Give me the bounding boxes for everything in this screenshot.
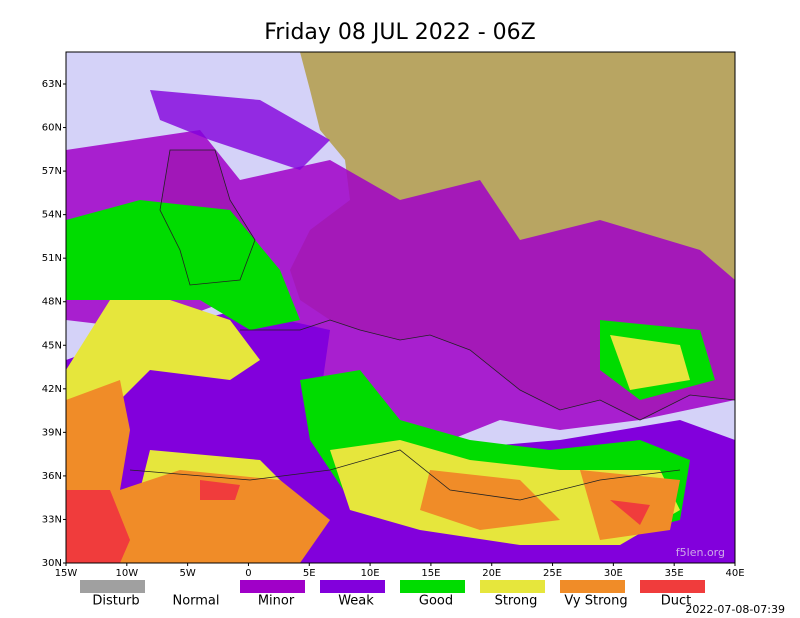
legend-swatch bbox=[320, 580, 385, 593]
legend-label: Minor bbox=[258, 594, 295, 609]
lat-label: 33N bbox=[42, 514, 62, 525]
timestamp: 2022-07-08-07:39 bbox=[685, 603, 785, 616]
lon-label: 25E bbox=[543, 568, 562, 579]
legend-label: Good bbox=[419, 594, 453, 609]
lat-label: 63N bbox=[42, 79, 62, 90]
lon-label: 10E bbox=[361, 568, 380, 579]
title: Friday 08 JUL 2022 - 06Z bbox=[264, 20, 535, 45]
legend-label: Normal bbox=[172, 594, 219, 609]
legend-label: Duct bbox=[661, 594, 692, 609]
legend-swatch bbox=[480, 580, 545, 593]
lon-label: 15E bbox=[421, 568, 440, 579]
lon-label: 5W bbox=[180, 568, 196, 579]
lat-label: 42N bbox=[42, 384, 62, 395]
lon-label: 20E bbox=[482, 568, 501, 579]
lon-label: 30E bbox=[604, 568, 623, 579]
lon-label: 0 bbox=[245, 568, 251, 579]
lon-label: 10W bbox=[116, 568, 139, 579]
legend-label: Disturb bbox=[92, 594, 139, 609]
legend-swatch bbox=[400, 580, 465, 593]
lon-label: 5E bbox=[303, 568, 316, 579]
legend-swatch bbox=[240, 580, 305, 593]
lat-label: 30N bbox=[42, 558, 62, 569]
legend-label: Vy Strong bbox=[564, 594, 627, 609]
map-frame bbox=[65, 51, 736, 564]
map-field bbox=[66, 52, 735, 563]
lat-label: 48N bbox=[42, 297, 62, 308]
legend-label: Weak bbox=[338, 594, 374, 609]
legend-swatch bbox=[640, 580, 705, 593]
lat-label: 57N bbox=[42, 166, 62, 177]
legend-swatch bbox=[80, 580, 145, 593]
lon-label: 15W bbox=[55, 568, 78, 579]
lat-label: 36N bbox=[42, 471, 62, 482]
lon-label: 35E bbox=[665, 568, 684, 579]
legend-swatch bbox=[560, 580, 625, 593]
lat-label: 39N bbox=[42, 427, 62, 438]
lon-label: 40E bbox=[725, 568, 744, 579]
lat-label: 51N bbox=[42, 253, 62, 264]
watermark: f5len.org bbox=[676, 546, 725, 559]
lat-label: 45N bbox=[42, 340, 62, 351]
lat-label: 60N bbox=[42, 123, 62, 134]
legend-label: Strong bbox=[495, 594, 538, 609]
lat-label: 54N bbox=[42, 210, 62, 221]
